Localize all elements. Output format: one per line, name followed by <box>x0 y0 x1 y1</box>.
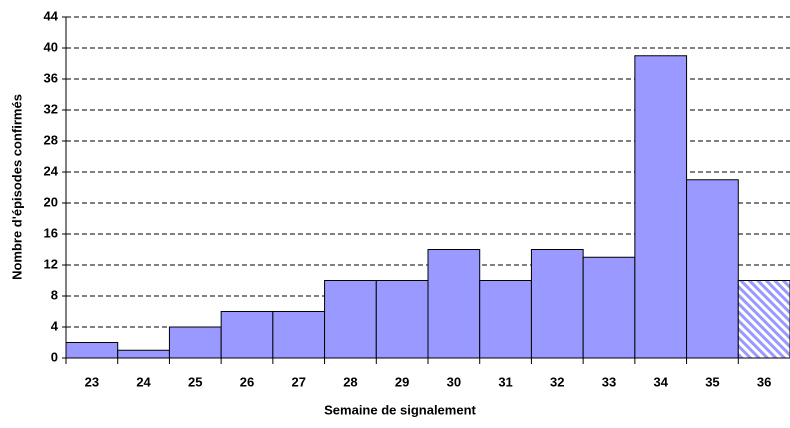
x-tick-label: 34 <box>653 374 668 389</box>
bar <box>220 311 274 359</box>
y-tick-label: 8 <box>51 287 58 302</box>
x-tick-label: 36 <box>757 374 771 389</box>
y-tick-label: 44 <box>44 8 59 23</box>
x-tick-label: 25 <box>188 374 202 389</box>
bar <box>582 256 636 359</box>
x-tick-label: 33 <box>602 374 616 389</box>
y-tick-label: 24 <box>44 163 59 178</box>
bar <box>65 342 119 359</box>
bar <box>324 280 377 359</box>
y-tick-label: 20 <box>44 194 58 209</box>
x-tick-label: 27 <box>291 374 305 389</box>
x-tick-label: 24 <box>136 374 151 389</box>
bar <box>737 280 790 359</box>
x-tick-label: 29 <box>395 374 409 389</box>
y-tick-label: 16 <box>44 225 58 240</box>
x-tick-label: 28 <box>343 374 357 389</box>
bar <box>686 179 739 359</box>
y-tick-label: 0 <box>51 349 58 364</box>
x-axis-title: Semaine de signalement <box>324 402 476 417</box>
x-tick-label: 23 <box>85 374 99 389</box>
y-tick-label: 28 <box>44 132 58 147</box>
y-tick-label: 40 <box>44 39 58 54</box>
x-tick-label: 35 <box>705 374 719 389</box>
y-tick-label: 12 <box>44 256 58 271</box>
bar <box>117 349 170 359</box>
bar <box>168 326 222 359</box>
y-axis-title: Nombre d'épisodes confirmés <box>9 94 24 280</box>
y-tick-label: 4 <box>51 318 59 333</box>
bar <box>375 280 429 359</box>
x-tick-label: 32 <box>550 374 564 389</box>
x-tick-label: 30 <box>447 374 461 389</box>
bar <box>530 249 584 359</box>
bar <box>272 311 326 359</box>
bar <box>634 55 688 359</box>
y-tick-label: 36 <box>44 70 58 85</box>
bar <box>479 280 532 359</box>
x-tick-label: 26 <box>240 374 254 389</box>
bar <box>427 249 481 359</box>
x-tick-label: 31 <box>498 374 512 389</box>
y-tick-label: 32 <box>44 101 58 116</box>
